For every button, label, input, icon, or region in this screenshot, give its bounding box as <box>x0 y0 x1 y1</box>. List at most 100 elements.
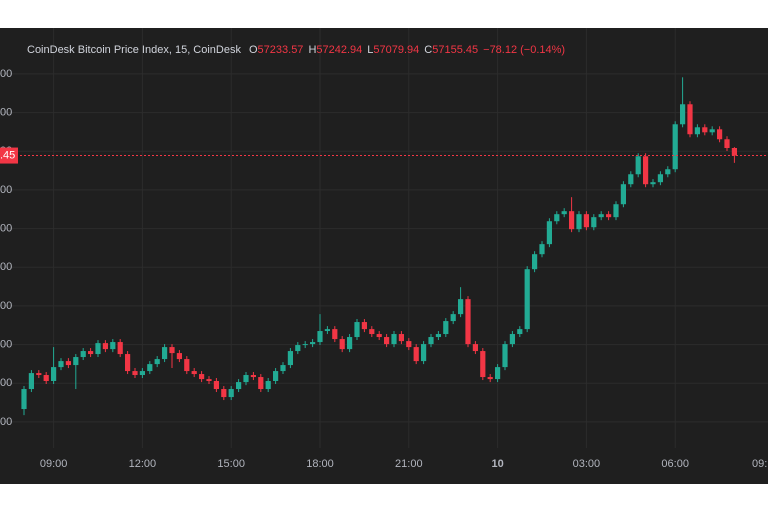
candle-body <box>117 342 123 355</box>
candle-body <box>369 329 375 335</box>
candle-body <box>665 169 671 175</box>
candle-body <box>162 347 168 360</box>
candle-body <box>502 344 508 368</box>
candle-body <box>384 337 390 345</box>
candle-body <box>702 127 708 133</box>
candle-body <box>465 299 471 345</box>
y-tick-label: 00 <box>0 222 12 234</box>
candle-body <box>354 322 360 338</box>
candle-body <box>21 389 27 410</box>
x-tick-label: 15:00 <box>217 458 245 470</box>
candle-body <box>295 345 301 352</box>
candle-body <box>199 374 205 380</box>
candle-body <box>532 254 538 270</box>
candle-body <box>213 381 219 390</box>
candle-body <box>731 148 737 156</box>
ohlc-letter: O <box>248 44 258 56</box>
x-tick-label: 21:00 <box>395 458 423 470</box>
candle-body <box>80 351 86 358</box>
last-price-box <box>0 147 18 164</box>
candle-body <box>680 104 686 125</box>
candle-body <box>125 354 131 372</box>
change-text: −78.12 (−0.14%) <box>483 44 566 56</box>
candle-body <box>406 341 412 348</box>
candle-body <box>635 156 641 175</box>
candle-body <box>206 379 212 382</box>
candle-body <box>28 373 34 390</box>
candle-body <box>576 214 582 230</box>
candle-body <box>628 174 634 185</box>
ohlc-letter: C <box>424 44 433 56</box>
candle-body <box>317 331 323 343</box>
candle-body <box>487 377 493 380</box>
candle-body <box>509 334 515 345</box>
y-tick-label: 00 <box>0 300 12 312</box>
candle-body <box>147 364 153 372</box>
candle-body <box>102 343 108 350</box>
candle-body <box>598 214 604 218</box>
x-tick-label: 10 <box>491 458 503 470</box>
candle-body <box>265 381 271 390</box>
x-tick-label: 09:00 <box>40 458 68 470</box>
y-tick-label: 00 <box>0 416 12 428</box>
candle-body <box>302 344 308 346</box>
candle-body <box>428 337 434 345</box>
ohlc-value: 57233.57 <box>257 44 304 56</box>
last-price-label: .45 <box>0 149 15 161</box>
candle-body <box>435 334 441 338</box>
candle-body <box>472 344 478 352</box>
candle-body <box>139 371 145 376</box>
candle-body <box>36 373 42 376</box>
candle-body <box>250 375 256 378</box>
candle-body <box>613 204 619 218</box>
candle-body <box>495 367 501 380</box>
candle-body <box>709 129 715 133</box>
candle-body <box>73 357 79 366</box>
candle-body <box>243 375 249 383</box>
candle-body <box>450 314 456 322</box>
ohlc-letter: L <box>367 44 374 56</box>
candle-body <box>58 361 64 368</box>
y-tick-label: 00 <box>0 184 12 196</box>
y-tick-label: 00 <box>0 377 12 389</box>
candle-body <box>184 359 190 372</box>
x-tick-label: 12:00 <box>129 458 157 470</box>
candle-body <box>332 329 338 340</box>
candle-body <box>258 377 264 390</box>
candle-body <box>221 389 227 398</box>
candle-body <box>339 339 345 350</box>
candle-body <box>154 359 160 365</box>
x-tick-label: 18:00 <box>306 458 334 470</box>
ohlc-value: 57079.94 <box>373 44 420 56</box>
y-tick-label: 00 <box>0 68 12 80</box>
candle-body <box>287 351 293 366</box>
candle-body <box>376 334 382 338</box>
legend-header: CoinDesk Bitcoin Price Index, 15, CoinDe… <box>27 44 570 56</box>
chart-background <box>0 28 768 484</box>
candle-body <box>672 124 678 170</box>
candle-body <box>191 371 197 375</box>
candle-body <box>643 156 649 185</box>
candle-body <box>694 127 700 135</box>
candle-body <box>620 184 626 205</box>
y-tick-label: 00 <box>0 261 12 273</box>
candle-body <box>169 347 175 354</box>
x-tick-label: 06:00 <box>661 458 689 470</box>
candle-body <box>88 351 94 355</box>
candle-body <box>110 342 116 350</box>
candle-body <box>606 214 612 218</box>
y-tick-label: 00 <box>0 106 12 118</box>
candle-body <box>95 343 101 355</box>
candle-body <box>413 347 419 362</box>
candle-body <box>657 174 663 183</box>
candle-body <box>391 334 397 345</box>
chart-title: CoinDesk Bitcoin Price Index, 15, CoinDe… <box>27 44 241 56</box>
ohlc-value: 57155.45 <box>432 44 479 56</box>
candle-body <box>687 104 693 135</box>
candle-body <box>517 329 523 335</box>
candle-body <box>717 129 723 140</box>
ohlc-value: 57242.94 <box>316 44 363 56</box>
candle-body <box>236 382 242 390</box>
